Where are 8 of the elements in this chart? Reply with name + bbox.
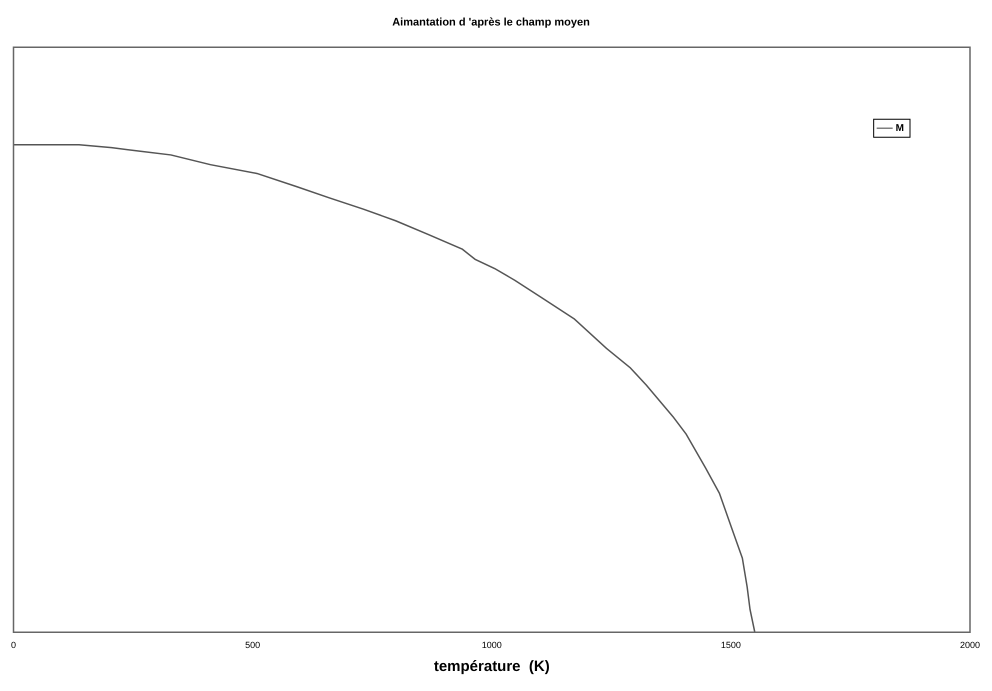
legend-label: M xyxy=(896,122,904,134)
chart-title: Aimantation d 'après le champ moyen xyxy=(392,16,590,29)
x-tick-label: 500 xyxy=(245,640,260,650)
x-tick-label: 0 xyxy=(10,640,16,650)
x-tick-label: 1000 xyxy=(482,640,502,650)
x-tick-label: 2000 xyxy=(960,640,980,650)
x-axis-title: température (K) xyxy=(434,658,550,676)
x-tick-label: 1500 xyxy=(720,640,741,650)
